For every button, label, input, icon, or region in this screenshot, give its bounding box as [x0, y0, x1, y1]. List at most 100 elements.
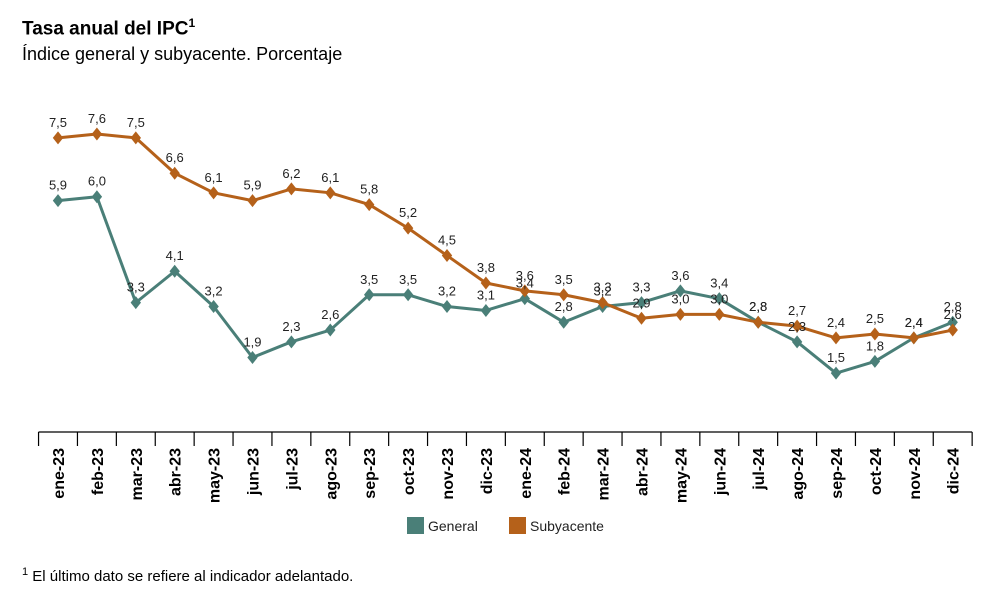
- x-tick-label: mar-24: [596, 448, 613, 501]
- data-label: 3,6: [516, 268, 534, 283]
- legend-swatch: [509, 517, 526, 534]
- data-point: [169, 264, 180, 278]
- data-label: 3,6: [671, 268, 689, 283]
- data-point: [364, 288, 375, 302]
- series-lines: [52, 127, 958, 380]
- data-point: [830, 331, 842, 345]
- data-point: [869, 354, 881, 368]
- legend-swatch: [407, 517, 424, 534]
- data-label: 3,1: [477, 287, 495, 302]
- chart-subtitle: Índice general y subyacente. Porcentaje: [22, 44, 343, 64]
- data-label: 4,1: [166, 248, 184, 263]
- footnote: 1 El último dato se refiere al indicador…: [22, 566, 353, 585]
- data-label: 2,6: [944, 307, 962, 322]
- x-tick-label: oct-24: [868, 448, 885, 495]
- data-label: 3,5: [399, 272, 417, 287]
- x-axis: ene-23 feb-23 mar-23 abr-23 may-23 jun-23 jul-…: [37, 431, 973, 503]
- data-point: [947, 323, 958, 337]
- data-label: 2,5: [866, 311, 884, 326]
- data-label: 2,9: [632, 295, 650, 310]
- x-tick-label: ene-23: [51, 448, 68, 499]
- series-line-subyacente: [57, 132, 953, 340]
- data-point: [441, 249, 453, 263]
- data-label: 5,8: [360, 182, 378, 197]
- data-label: 2,4: [827, 315, 845, 330]
- data-point: [402, 221, 414, 235]
- x-tick-label: jul-24: [751, 448, 768, 491]
- x-tick-label: jun-24: [712, 448, 729, 496]
- data-point: [869, 327, 881, 341]
- data-point: [91, 190, 103, 204]
- x-tick-label: dic-24: [946, 448, 963, 494]
- data-label: 3,0: [671, 291, 689, 306]
- data-point: [791, 319, 803, 333]
- data-point: [130, 296, 141, 310]
- data-point: [325, 186, 336, 200]
- title-footnote-marker: 1: [188, 16, 196, 30]
- data-label: 3,5: [360, 272, 378, 287]
- x-tick-label: abr-23: [168, 448, 185, 496]
- data-label: 3,8: [477, 260, 495, 275]
- data-point: [402, 288, 414, 302]
- data-point: [519, 292, 530, 306]
- data-point: [52, 131, 64, 145]
- data-point: [286, 182, 297, 196]
- legend-label: Subyacente: [530, 518, 604, 534]
- x-tick-label: nov-23: [440, 448, 457, 500]
- data-point: [558, 288, 569, 302]
- x-tick-label: feb-24: [557, 448, 574, 495]
- x-tick-label: ago-23: [323, 448, 340, 500]
- data-label: 3,3: [127, 280, 145, 295]
- data-label: 3,4: [516, 276, 534, 291]
- data-labels: 5,9 6,0 3,3 4,1 3,2 1,9 2,3 2,6 3,5 3,5 3,2 3,1 3,4 2…: [49, 111, 962, 365]
- chart-title: Tasa anual del IPC1: [22, 16, 196, 40]
- data-label: 2,8: [944, 299, 962, 314]
- legend-label: General: [428, 518, 478, 534]
- data-point: [91, 127, 103, 141]
- x-tick-label: mar-23: [129, 448, 146, 501]
- data-point: [830, 366, 842, 380]
- x-tick-label: dic-23: [479, 448, 496, 494]
- x-tick-label: nov-24: [907, 448, 924, 500]
- data-point: [675, 284, 686, 298]
- x-tick-label: ene-24: [518, 448, 535, 499]
- data-point: [636, 311, 647, 325]
- data-label: 6,0: [88, 174, 106, 189]
- data-label: 2,7: [788, 303, 806, 318]
- data-point: [169, 166, 180, 180]
- data-label: 2,8: [749, 299, 767, 314]
- series-line-general: [57, 195, 954, 375]
- data-label: 3,3: [632, 280, 650, 295]
- legend: General Subyacente: [407, 517, 604, 534]
- x-tick-label: jun-23: [246, 448, 263, 496]
- data-point: [519, 284, 530, 298]
- data-label: 3,5: [555, 272, 573, 287]
- data-point: [753, 315, 764, 329]
- data-label: 2,3: [282, 319, 300, 334]
- data-label: 6,1: [321, 170, 339, 185]
- x-tick-label: sep-24: [829, 448, 846, 499]
- data-label: 3,2: [438, 284, 456, 299]
- x-tick-label: may-23: [207, 448, 224, 503]
- data-point: [208, 300, 219, 314]
- data-label: 3,4: [710, 276, 728, 291]
- data-point: [791, 335, 803, 349]
- data-point: [558, 315, 569, 329]
- x-tick-label: sep-23: [362, 448, 379, 499]
- data-point: [364, 198, 375, 212]
- data-point: [208, 186, 219, 200]
- data-label: 3,3: [594, 280, 612, 295]
- data-label: 1,8: [866, 338, 884, 353]
- data-point: [597, 296, 608, 310]
- data-label: 4,5: [438, 233, 456, 248]
- data-label: 7,6: [88, 111, 106, 126]
- data-label: 6,1: [205, 170, 223, 185]
- data-point: [325, 323, 336, 337]
- data-point: [480, 303, 492, 317]
- data-label: 2,3: [788, 319, 806, 334]
- x-tick-label: abr-24: [635, 448, 652, 496]
- data-label: 2,8: [555, 299, 573, 314]
- data-label: 5,9: [49, 178, 67, 193]
- data-label: 2,4: [905, 315, 923, 330]
